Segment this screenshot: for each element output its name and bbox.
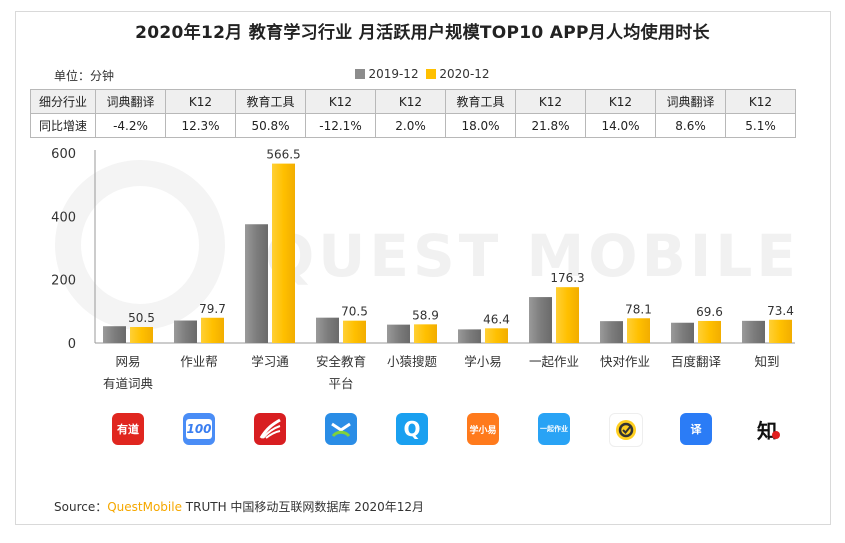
y-tick-label: 0 bbox=[68, 337, 76, 352]
legend-item-2020: 2020-12 bbox=[426, 67, 490, 81]
legend-item-2019: 2019-12 bbox=[355, 67, 419, 81]
zuoyebang-icon-text: 100 bbox=[186, 419, 212, 439]
bar-2019 bbox=[316, 317, 339, 343]
bar-2020 bbox=[698, 320, 721, 343]
data-label: 176.3 bbox=[550, 271, 584, 285]
data-label: 69.6 bbox=[696, 305, 723, 319]
growth-cell: 2.0% bbox=[375, 113, 446, 138]
growth-cell: 14.0% bbox=[585, 113, 656, 138]
bar-2020 bbox=[627, 318, 650, 343]
legend-swatch-2020 bbox=[426, 69, 437, 79]
anquanjiaoyu-icon bbox=[325, 413, 357, 445]
legend: 2019-12 2020-12 bbox=[0, 67, 845, 82]
industry-cell: K12 bbox=[725, 89, 796, 114]
category-row: 细分行业 词典翻译 K12 教育工具 K12 K12 教育工具 K12 K12 词典翻译 K12 bbox=[30, 89, 796, 114]
data-label: 50.5 bbox=[128, 311, 155, 325]
xuexitong-icon bbox=[254, 413, 286, 445]
data-label: 78.1 bbox=[625, 302, 652, 316]
bar-2019 bbox=[174, 320, 197, 343]
info-table: 细分行业 词典翻译 K12 教育工具 K12 K12 教育工具 K12 K12 词典翻译 K12 … bbox=[30, 89, 796, 138]
growth-cell: -4.2% bbox=[95, 113, 166, 138]
industry-cell: 词典翻译 bbox=[95, 89, 166, 114]
watermark-text: QUEST MOBILE bbox=[265, 222, 800, 290]
row-header-growth: 同比增速 bbox=[30, 113, 96, 138]
x-tick-label: 知到 bbox=[754, 354, 779, 369]
bar-2020 bbox=[769, 319, 792, 343]
zhidao-icon: 知 bbox=[751, 413, 783, 445]
industry-cell: K12 bbox=[165, 89, 236, 114]
y-tick-label: 400 bbox=[51, 210, 76, 225]
x-tick-label: 百度翻译 bbox=[671, 354, 722, 369]
bar-2020 bbox=[343, 320, 366, 343]
bar-2020 bbox=[556, 287, 579, 343]
data-label: 73.4 bbox=[767, 304, 794, 318]
legend-label-2019: 2019-12 bbox=[368, 67, 419, 81]
y-tick-label: 600 bbox=[51, 147, 76, 162]
bar-2019 bbox=[671, 322, 694, 343]
yiqizuoye-icon: 一起作业 bbox=[538, 413, 570, 445]
bar-2019 bbox=[458, 329, 481, 343]
kuaidui-icon bbox=[609, 413, 643, 447]
legend-label-2020: 2020-12 bbox=[439, 67, 490, 81]
growth-row: 同比增速 -4.2% 12.3% 50.8% -12.1% 2.0% 18.0% 21.8%… bbox=[30, 113, 796, 138]
bar-2019 bbox=[600, 321, 623, 343]
x-tick-label: 网易有道词典 bbox=[103, 354, 153, 391]
bar-2019 bbox=[387, 324, 410, 343]
data-label: 58.9 bbox=[412, 308, 439, 322]
data-label: 70.5 bbox=[341, 305, 368, 319]
x-tick-label: 学小易 bbox=[464, 354, 502, 369]
x-tick-label: 小猿搜题 bbox=[387, 354, 438, 369]
source-note: Source：QuestMobile TRUTH 中国移动互联网数据库 2020… bbox=[54, 498, 424, 515]
data-label: 46.4 bbox=[483, 312, 510, 326]
zuoyebang-icon: 100 bbox=[183, 413, 215, 445]
industry-cell: K12 bbox=[375, 89, 446, 114]
bar-2019 bbox=[529, 297, 552, 343]
growth-cell: 8.6% bbox=[655, 113, 726, 138]
growth-cell: 12.3% bbox=[165, 113, 236, 138]
source-brand: QuestMobile bbox=[107, 500, 182, 514]
industry-cell: K12 bbox=[515, 89, 586, 114]
bar-2019 bbox=[103, 326, 126, 343]
growth-cell: 50.8% bbox=[235, 113, 306, 138]
baidufanyi-icon: 译 bbox=[680, 413, 712, 445]
data-label: 79.7 bbox=[199, 302, 226, 316]
chart-title: 2020年12月 教育学习行业 月活跃用户规模TOP10 APP月人均使用时长 bbox=[135, 23, 710, 43]
growth-cell: 21.8% bbox=[515, 113, 586, 138]
youdao-icon: 有道 bbox=[112, 413, 144, 445]
industry-cell: K12 bbox=[585, 89, 656, 114]
xuexiaoyi-icon: 学小易 bbox=[467, 413, 499, 445]
industry-cell: K12 bbox=[305, 89, 376, 114]
bar-2020 bbox=[485, 328, 508, 343]
source-prefix: Source： bbox=[54, 500, 108, 514]
legend-swatch-2019 bbox=[355, 69, 366, 79]
bar-2020 bbox=[272, 163, 295, 343]
bar-2020 bbox=[201, 317, 224, 343]
unit-label: 单位：分钟 bbox=[54, 69, 115, 83]
bar-2020 bbox=[414, 324, 437, 343]
x-tick-label: 学习通 bbox=[251, 354, 289, 369]
y-tick-label: 200 bbox=[51, 274, 76, 289]
x-tick-label: 作业帮 bbox=[180, 354, 218, 369]
bar-2019 bbox=[245, 224, 268, 343]
bar-2019 bbox=[742, 320, 765, 343]
source-suffix: TRUTH 中国移动互联网数据库 2020年12月 bbox=[181, 500, 425, 514]
x-tick-label: 快对作业 bbox=[600, 354, 650, 369]
growth-cell: 5.1% bbox=[725, 113, 796, 138]
xiaoyuansouti-icon: Q bbox=[396, 413, 428, 445]
zhidao-dot bbox=[772, 431, 780, 439]
data-label: 566.5 bbox=[266, 148, 300, 162]
x-tick-label: 安全教育平台 bbox=[316, 354, 366, 391]
industry-cell: 教育工具 bbox=[235, 89, 306, 114]
industry-cell: 词典翻译 bbox=[655, 89, 726, 114]
bar-2020 bbox=[130, 327, 153, 343]
growth-cell: -12.1% bbox=[305, 113, 376, 138]
x-tick-label: 一起作业 bbox=[529, 354, 579, 369]
growth-cell: 18.0% bbox=[445, 113, 516, 138]
